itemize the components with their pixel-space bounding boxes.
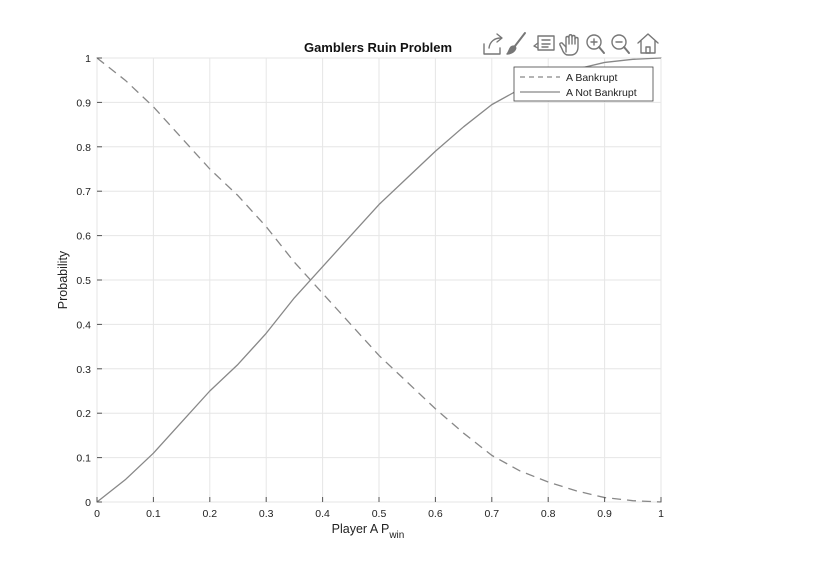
legend-label-a-bankrupt: A Bankrupt — [566, 72, 617, 84]
plot-area: 0 0.1 0.2 0.3 0.4 0.5 0.6 0.7 0.8 0.9 1 0 0.1 0.2 0.3 0… — [76, 53, 664, 520]
x-tick-label: 0.4 — [315, 508, 330, 520]
y-tick-label: 0.8 — [76, 142, 91, 154]
x-tick-label: 0.9 — [597, 508, 612, 520]
y-tick-label: 1 — [85, 53, 91, 65]
legend: A Bankrupt A Not Bankrupt — [513, 66, 654, 102]
x-tick-label: 0.2 — [202, 508, 217, 520]
export-icon[interactable] — [483, 33, 503, 55]
y-tick-label: 0 — [85, 497, 91, 509]
y-tick-label: 0.3 — [76, 364, 91, 376]
x-axis-label-subscript: win — [388, 530, 404, 541]
y-tick-label: 0.9 — [76, 97, 91, 109]
zoom-in-icon[interactable] — [586, 34, 605, 54]
x-tick-label: 0.7 — [484, 508, 499, 520]
x-tick-label: 0.6 — [428, 508, 443, 520]
zoom-out-icon[interactable] — [611, 34, 630, 54]
x-tick-label: 0 — [94, 508, 100, 520]
ticks: 0 0.1 0.2 0.3 0.4 0.5 0.6 0.7 0.8 0.9 1 0 0.1 0.2 0.3 0… — [76, 53, 664, 520]
axes-toolbar — [483, 32, 659, 56]
x-tick-label: 0.1 — [146, 508, 161, 520]
y-tick-label: 0.5 — [76, 275, 91, 287]
y-axis-label: Probability — [56, 250, 70, 309]
legend-box — [513, 66, 654, 102]
y-tick-label: 0.4 — [76, 319, 91, 331]
y-tick-label: 0.2 — [76, 408, 91, 420]
y-tick-label: 0.6 — [76, 231, 91, 243]
y-tick-label: 0.1 — [76, 453, 91, 465]
x-tick-label: 0.8 — [541, 508, 556, 520]
home-icon[interactable] — [637, 33, 659, 54]
x-tick-label: 1 — [658, 508, 664, 520]
series-line-a-bankrupt — [96, 57, 662, 503]
brush-icon[interactable] — [506, 32, 526, 55]
pan-icon[interactable] — [559, 34, 579, 56]
datatip-icon[interactable] — [533, 35, 555, 51]
x-tick-label: 0.3 — [259, 508, 274, 520]
x-axis-label: Player A Pwin — [332, 522, 405, 541]
chart-title: Gamblers Ruin Problem — [304, 40, 452, 55]
grid — [96, 57, 662, 503]
x-axis-label-main: Player A P — [332, 522, 390, 536]
y-tick-label: 0.7 — [76, 186, 91, 198]
x-tick-label: 0.5 — [372, 508, 387, 520]
legend-label-a-not-bankrupt: A Not Bankrupt — [566, 87, 637, 99]
